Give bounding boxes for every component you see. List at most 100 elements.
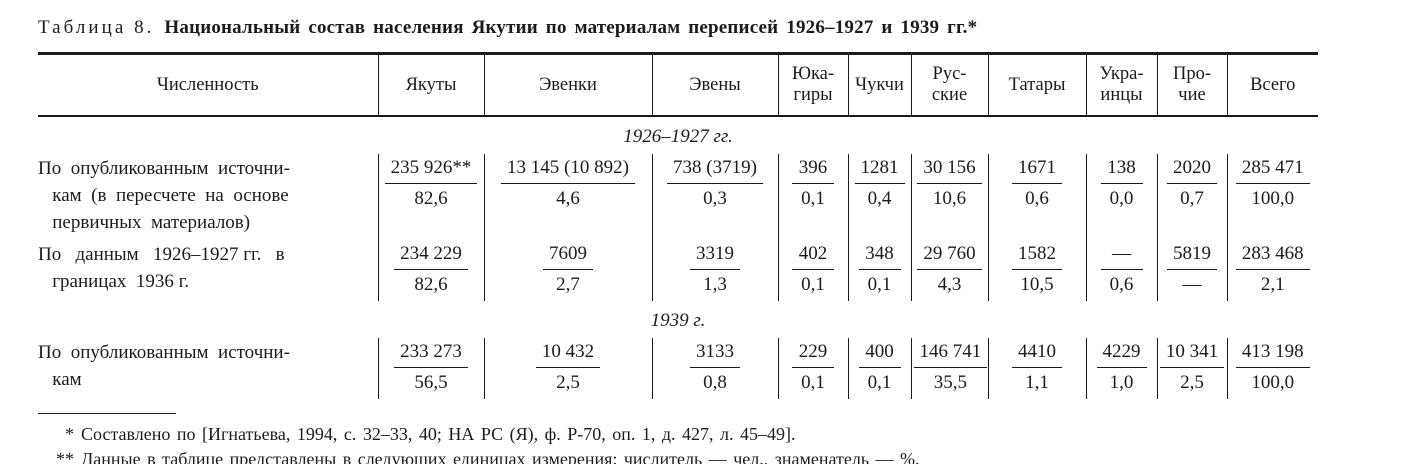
column-header-others: Про- чие [1156, 52, 1227, 117]
fraction-denominator: 2,5 [1180, 372, 1204, 393]
cell-ukrainians: — 0,6 [1085, 240, 1157, 301]
column-header-chukchi: Чукчи [847, 52, 911, 117]
fraction: 2020 0,7 [1167, 157, 1217, 210]
cell-evenks: 13 145 (10 892) 4,6 [483, 154, 652, 240]
fraction-numerator: 2020 [1167, 157, 1217, 184]
fraction-numerator: 4410 [1012, 341, 1062, 368]
fraction: — 0,6 [1100, 243, 1143, 296]
fraction: 5819 — [1167, 243, 1217, 296]
fraction-denominator: 0,4 [867, 188, 892, 209]
footnote-source: * Составлено по [Игнатьева, 1994, с. 32–… [38, 422, 1362, 447]
section-heading-1: 1939 г. [650, 310, 706, 331]
fraction: 348 0,1 [858, 243, 901, 296]
cell-evenks: 7609 2,7 [483, 240, 652, 301]
fraction-numerator: 413 198 [1235, 341, 1310, 368]
cell-yakuts: 233 273 56,5 [377, 338, 484, 399]
fraction: 234 229 82,6 [394, 243, 468, 296]
footnote-text: Данные в таблице представлены в следующи… [81, 449, 920, 464]
footnote-text: Составлено по [Игнатьева, 1994, с. 32–33… [81, 424, 796, 444]
fraction-numerator: 146 741 [913, 341, 988, 368]
cell-total: 413 198 100,0 [1226, 338, 1318, 399]
fraction: 10 341 2,5 [1159, 341, 1225, 394]
cell-total: 283 468 2,1 [1226, 240, 1318, 301]
fraction: 1281 0,4 [854, 157, 905, 210]
footnote-separator [38, 413, 176, 414]
fraction-denominator: 82,6 [414, 274, 448, 295]
fraction-numerator: 283 468 [1235, 243, 1310, 270]
fraction-denominator: 4,6 [556, 188, 580, 209]
fraction-denominator: 1,1 [1025, 372, 1049, 393]
fraction-numerator: 10 341 [1159, 341, 1225, 368]
fraction-numerator: 3133 [690, 341, 740, 368]
fraction-denominator: 82,6 [414, 188, 448, 209]
cell-total: 285 471 100,0 [1226, 154, 1318, 240]
fraction-denominator: 0,3 [703, 188, 727, 209]
data-row: По данным 1926–1927 гг. в границах 1936 … [38, 240, 1318, 301]
header-row: Численность Якуты Эвенки Эвены Юка- гиры Чукч… [38, 52, 1318, 117]
cell-ukrainians: 4229 1,0 [1085, 338, 1157, 399]
cell-yukaghirs: 402 0,1 [777, 240, 848, 301]
column-header-evens: Эвены [651, 52, 778, 117]
cell-others: 5819 — [1156, 240, 1227, 301]
column-header-russians: Рус- ские [910, 52, 988, 117]
cell-russians: 30 156 10,6 [910, 154, 988, 240]
cell-tatars: 1582 10,5 [987, 240, 1086, 301]
fraction: 1582 10,5 [1012, 243, 1062, 296]
cell-chukchi: 400 0,1 [847, 338, 911, 399]
fraction-denominator: 2,1 [1260, 274, 1285, 295]
fraction-numerator: 285 471 [1235, 157, 1310, 184]
cell-yukaghirs: 396 0,1 [777, 154, 848, 240]
fraction: 283 468 2,1 [1235, 243, 1310, 296]
fraction-denominator: 0,6 [1025, 188, 1049, 209]
column-header-yukaghirs: Юка- гиры [777, 52, 848, 117]
fraction-numerator: 396 [792, 157, 834, 184]
fraction-denominator: 1,3 [703, 274, 727, 295]
fraction: 138 0,0 [1100, 157, 1143, 210]
fraction-numerator: 1281 [854, 157, 905, 184]
fraction-numerator: 1671 [1012, 157, 1062, 184]
cell-russians: 29 760 4,3 [910, 240, 988, 301]
row-label: По опубликованным источни- кам [38, 342, 290, 390]
fraction-numerator: 10 432 [535, 341, 601, 368]
cell-chukchi: 348 0,1 [847, 240, 911, 301]
fraction-denominator: 0,6 [1109, 274, 1134, 295]
fraction-denominator: 10,6 [932, 188, 967, 209]
fraction-numerator: 29 760 [917, 243, 982, 270]
table-caption-number: Таблица 8. [38, 17, 155, 38]
fraction-numerator: 3319 [690, 243, 740, 270]
fraction: 30 156 10,6 [917, 157, 982, 210]
fraction-denominator: 0,1 [801, 274, 825, 295]
fraction-numerator: 30 156 [917, 157, 982, 184]
fraction: 4410 1,1 [1012, 341, 1062, 394]
fraction-denominator: 56,5 [414, 372, 448, 393]
fraction: 396 0,1 [792, 157, 834, 210]
data-row: По опубликованным источни- кам (в пересч… [38, 154, 1318, 240]
fraction: 3133 0,8 [690, 341, 740, 394]
footnote-marker: * [65, 424, 74, 444]
cell-evens: 738 (3719) 0,3 [651, 154, 778, 240]
fraction-numerator: 400 [858, 341, 901, 368]
fraction-numerator: 738 (3719) [667, 157, 763, 184]
fraction-numerator: 229 [792, 341, 834, 368]
fraction: 3319 1,3 [690, 243, 740, 296]
fraction-numerator: 1582 [1012, 243, 1062, 270]
cell-russians: 146 741 35,5 [910, 338, 988, 399]
fraction: 4229 1,0 [1096, 341, 1147, 394]
column-header-population-count: Численность [38, 52, 378, 117]
fraction-numerator: 138 [1100, 157, 1143, 184]
cell-others: 10 341 2,5 [1156, 338, 1227, 399]
column-header-ukrainians: Укра- инцы [1085, 52, 1157, 117]
fraction-denominator: 0,8 [703, 372, 727, 393]
cell-ukrainians: 138 0,0 [1085, 154, 1157, 240]
cell-yakuts: 234 229 82,6 [377, 240, 484, 301]
cell-others: 2020 0,7 [1156, 154, 1227, 240]
fraction: 229 0,1 [792, 341, 834, 394]
cell-evens: 3133 0,8 [651, 338, 778, 399]
fraction-numerator: 402 [792, 243, 834, 270]
column-header-yakuts: Якуты [377, 52, 484, 117]
fraction-numerator: 7609 [543, 243, 593, 270]
data-row: По опубликованным источни- кам 233 273 56,… [38, 338, 1318, 399]
fraction-numerator: 233 273 [394, 341, 468, 368]
column-header-tatars: Татары [987, 52, 1086, 117]
